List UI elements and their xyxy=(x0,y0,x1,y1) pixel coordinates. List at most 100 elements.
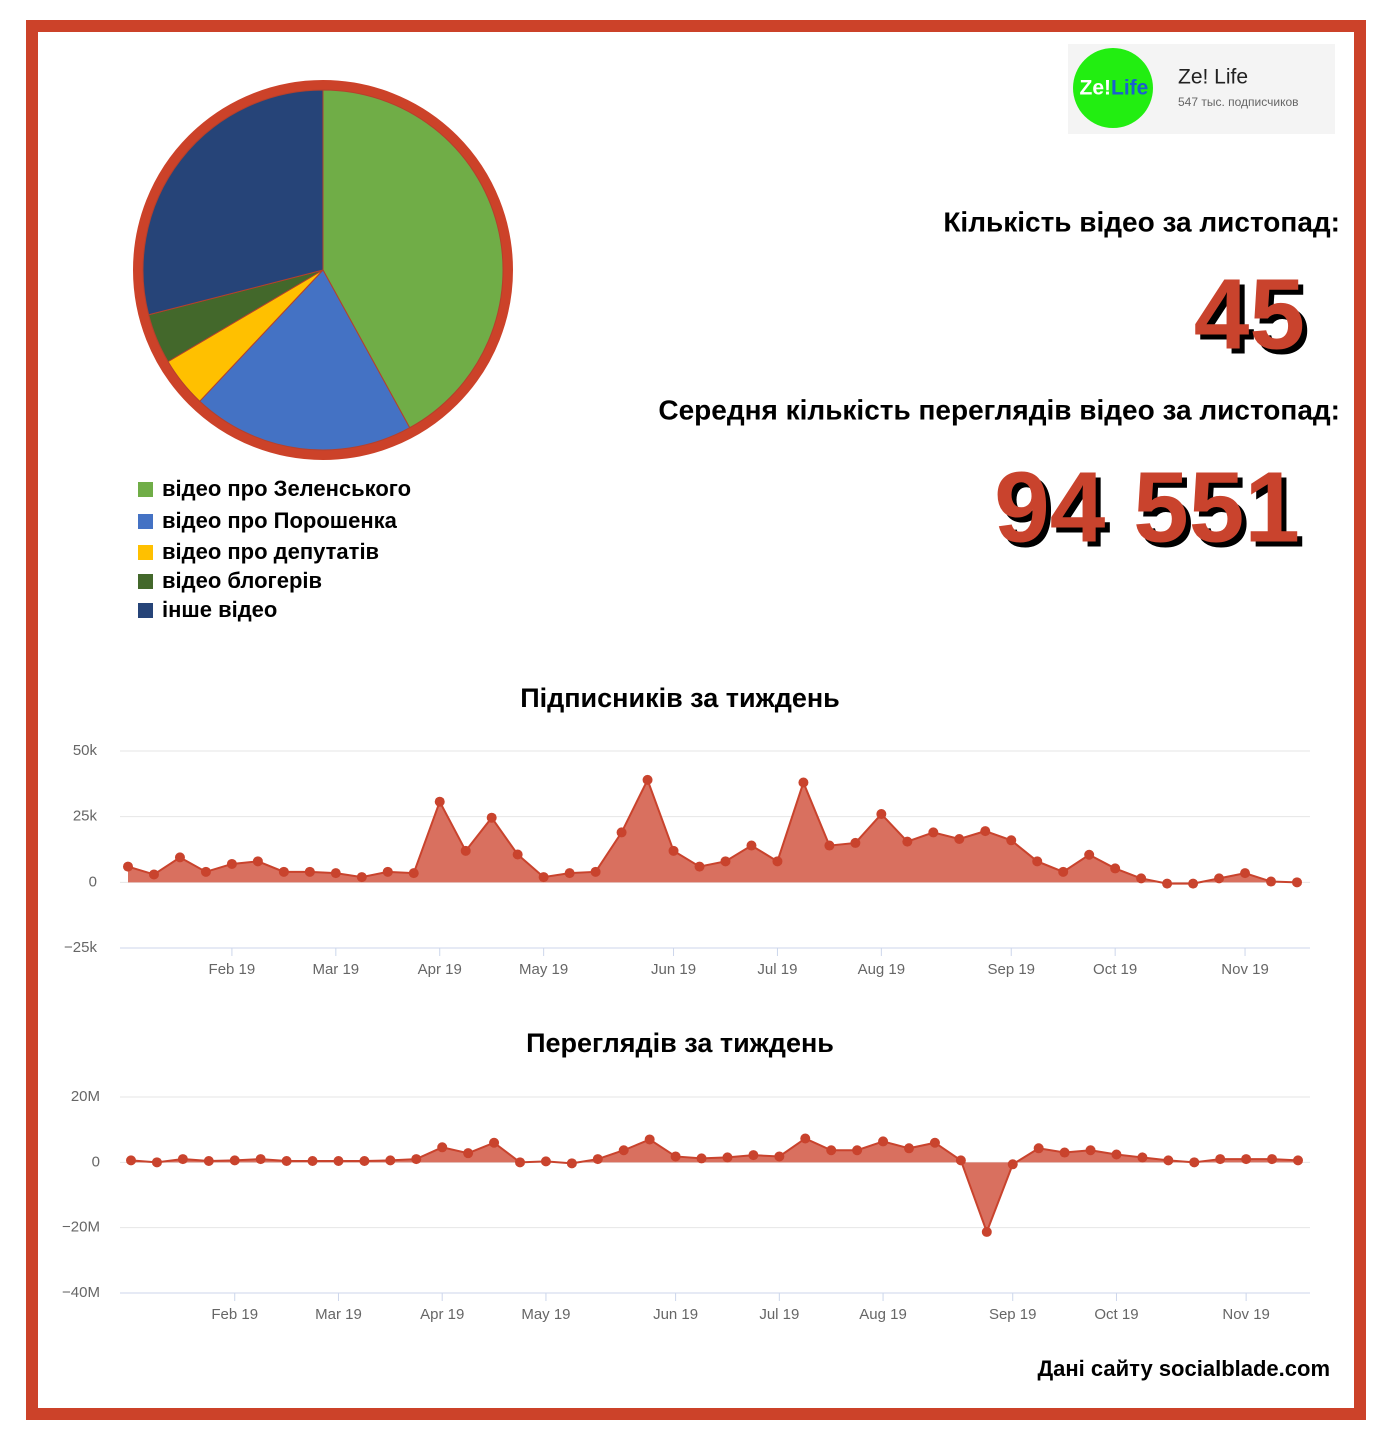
x-tick-label: Mar 19 xyxy=(312,961,359,978)
y-tick-label: −40M xyxy=(62,1284,100,1301)
x-tick-label: Oct 19 xyxy=(1094,1306,1138,1323)
point xyxy=(512,849,523,860)
point xyxy=(800,1133,811,1144)
x-tick-label: May 19 xyxy=(519,961,568,978)
legend-swatch xyxy=(138,514,153,529)
point xyxy=(590,866,601,877)
point xyxy=(1084,849,1095,860)
point xyxy=(203,1156,214,1167)
point xyxy=(330,868,341,879)
chart-title: Переглядів за тиждень xyxy=(526,1028,834,1058)
point xyxy=(1137,1152,1148,1163)
point xyxy=(126,1155,136,1166)
y-tick-label: 20M xyxy=(71,1088,100,1105)
point xyxy=(460,845,471,856)
chart-title: Підписників за тиждень xyxy=(520,683,840,713)
point xyxy=(644,1134,655,1145)
point xyxy=(1033,1143,1044,1154)
point xyxy=(748,1150,759,1161)
y-tick-label: 25k xyxy=(73,808,98,825)
point xyxy=(1214,873,1225,884)
point xyxy=(566,1158,577,1169)
point xyxy=(981,1226,992,1237)
point xyxy=(538,872,549,883)
x-tick-label: Feb 19 xyxy=(211,1306,258,1323)
point xyxy=(1240,868,1251,879)
x-tick-label: Apr 19 xyxy=(420,1306,464,1323)
point xyxy=(618,1145,629,1156)
x-tick-label: Jun 19 xyxy=(651,961,696,978)
x-tick-label: Sep 19 xyxy=(987,961,1035,978)
y-tick-label: 0 xyxy=(92,1153,100,1170)
point xyxy=(564,868,575,879)
point xyxy=(408,868,419,879)
point xyxy=(437,1142,448,1153)
channel-logo xyxy=(1073,48,1153,128)
x-tick-label: Sep 19 xyxy=(989,1306,1037,1323)
x-tick-label: Oct 19 xyxy=(1093,961,1137,978)
point xyxy=(515,1157,525,1168)
point xyxy=(304,866,315,877)
channel-name: Ze! Life xyxy=(1178,66,1248,89)
x-tick-label: Nov 19 xyxy=(1221,961,1269,978)
point xyxy=(463,1148,474,1159)
point xyxy=(852,1145,863,1156)
point xyxy=(616,827,627,838)
legend-swatch xyxy=(138,603,153,618)
x-tick-label: Apr 19 xyxy=(418,961,462,978)
legend-swatch xyxy=(138,482,153,497)
stat-value: 45 xyxy=(1194,258,1305,370)
point xyxy=(200,866,211,877)
point xyxy=(255,1154,266,1165)
point xyxy=(720,856,731,867)
point xyxy=(850,837,861,848)
point xyxy=(1163,1155,1174,1166)
point xyxy=(1267,1154,1278,1165)
x-tick-label: Jul 19 xyxy=(759,1306,799,1323)
point xyxy=(1136,873,1147,884)
point xyxy=(1111,1149,1122,1160)
pie-slice xyxy=(322,89,504,429)
point xyxy=(722,1152,733,1163)
point xyxy=(174,852,185,863)
point xyxy=(486,812,497,823)
point xyxy=(670,1151,681,1162)
logo-text: Ze! xyxy=(1080,77,1112,100)
point xyxy=(385,1155,396,1166)
legend-label: відео про Зеленського xyxy=(162,476,411,501)
x-tick-label: Mar 19 xyxy=(315,1306,362,1323)
x-tick-label: Jul 19 xyxy=(757,961,797,978)
point xyxy=(668,845,679,856)
pie-slice xyxy=(199,269,411,451)
legend-label: інше відео xyxy=(162,597,277,622)
point xyxy=(928,827,939,838)
point xyxy=(1007,1159,1018,1170)
point xyxy=(878,1136,889,1147)
point xyxy=(1085,1145,1096,1156)
x-tick-label: Aug 19 xyxy=(859,1306,907,1323)
x-tick-label: Aug 19 xyxy=(858,961,906,978)
area xyxy=(131,1138,1298,1232)
legend-label: відео блогерів xyxy=(162,568,322,593)
point xyxy=(252,856,263,867)
channel-subscribers: 547 тыс. подписчиков xyxy=(1178,95,1299,109)
point xyxy=(1241,1154,1252,1165)
point xyxy=(278,866,289,877)
point xyxy=(356,872,367,883)
point xyxy=(1032,856,1043,867)
pie-slice xyxy=(142,89,324,316)
stat-value: 94 551 xyxy=(994,451,1300,563)
point xyxy=(1059,1147,1070,1158)
source: Дані сайту socialblade.com xyxy=(1037,1356,1330,1381)
line xyxy=(127,777,1298,885)
point xyxy=(1215,1154,1226,1165)
point xyxy=(1189,1157,1200,1168)
y-tick-label: −25k xyxy=(64,939,97,956)
x-tick-label: May 19 xyxy=(521,1306,570,1323)
point xyxy=(904,1143,914,1154)
y-tick-label: 0 xyxy=(89,873,97,890)
point xyxy=(694,861,705,872)
logo-text: Life xyxy=(1111,77,1148,100)
y-tick-label: 50k xyxy=(73,742,98,759)
point xyxy=(746,840,757,851)
